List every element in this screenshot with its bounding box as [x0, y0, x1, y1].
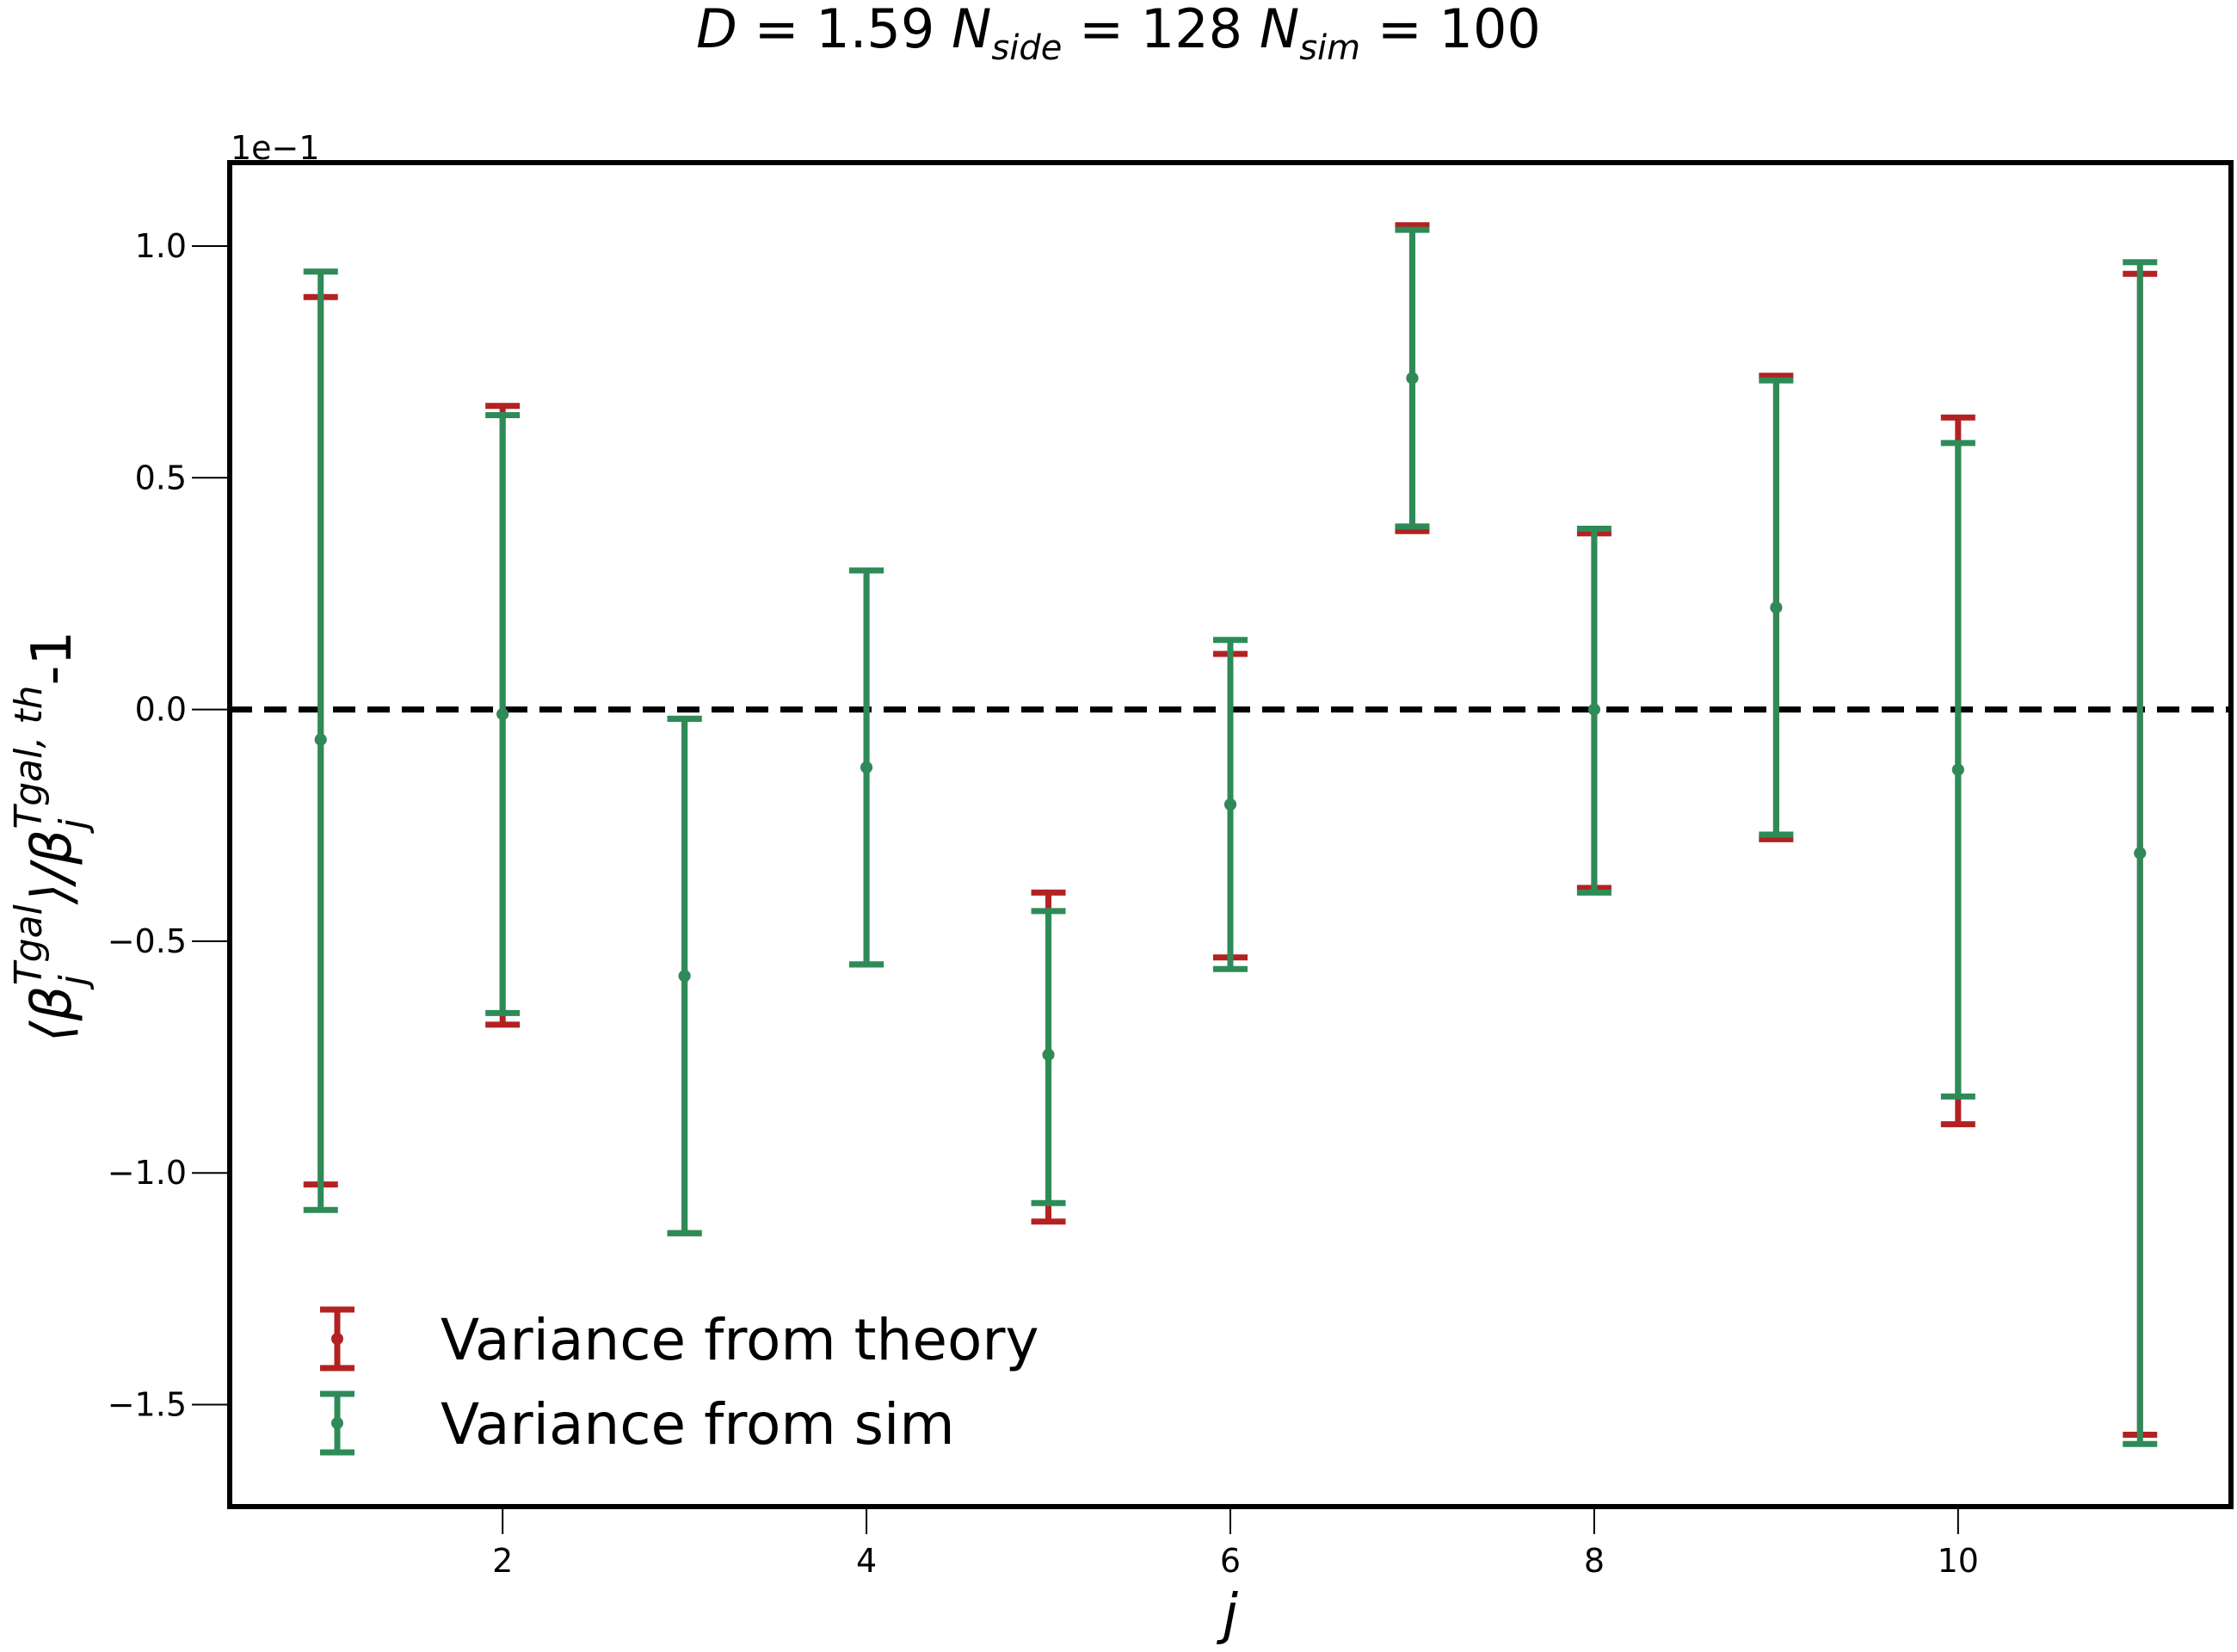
legend-item-sim: Variance from sim — [320, 1390, 955, 1458]
plot-frame — [227, 160, 2234, 1509]
y-axis-label: ⟨βjTgal⟩/βjTgal, th-1 — [7, 631, 96, 1043]
chart-title: D = 1.59 Nside = 128 Nsim = 100 — [696, 0, 1541, 68]
mean-point — [1042, 1048, 1055, 1061]
mean-point — [1587, 703, 1600, 716]
mean-point — [1406, 372, 1419, 385]
x-tick-label: 10 — [1938, 1542, 1979, 1580]
mean-point — [678, 970, 691, 983]
mean-point — [1224, 798, 1236, 811]
legend-theory-label: Variance from theory — [441, 1307, 1039, 1373]
y-ticks: 1.0 0.5 0.0 −0.5 −1.0 −1.5 — [108, 227, 230, 1424]
series-layer — [303, 222, 2158, 1447]
series-sim — [303, 226, 2158, 1447]
legend-item-theory: Variance from theory — [320, 1306, 1039, 1373]
x-axis-label: j — [1216, 1583, 1238, 1647]
x-tick-label: 4 — [856, 1542, 877, 1580]
x-tick-label: 8 — [1584, 1542, 1605, 1580]
legend-theory-marker — [331, 1333, 343, 1345]
y-tick-label: 0.0 — [135, 691, 187, 729]
y-tick-label: −1.5 — [108, 1386, 187, 1424]
x-tick-label: 6 — [1220, 1542, 1241, 1580]
mean-point — [860, 761, 873, 774]
mean-point — [314, 733, 327, 746]
mean-point — [1770, 601, 1783, 614]
y-tick-label: 1.0 — [135, 227, 187, 265]
y-tick-label: 0.5 — [135, 459, 187, 496]
mean-point — [496, 707, 509, 720]
x-ticks: 2 4 6 8 10 — [492, 1507, 1979, 1580]
mean-point — [1951, 763, 1964, 776]
legend-sim-label: Variance from sim — [441, 1391, 955, 1458]
legend: Variance from theory Variance from sim — [320, 1306, 1039, 1458]
legend-sim-marker — [331, 1417, 343, 1429]
mean-point — [2134, 847, 2147, 860]
y-tick-label: −1.0 — [108, 1154, 187, 1192]
y-tick-label: −0.5 — [108, 922, 187, 960]
x-tick-label: 2 — [492, 1542, 513, 1580]
